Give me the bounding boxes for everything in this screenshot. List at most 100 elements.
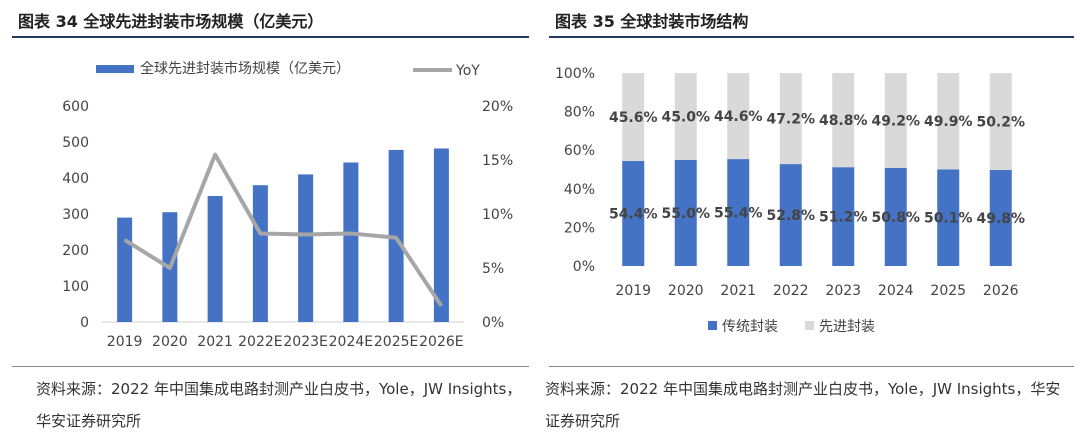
x-tick-label: 2022 (773, 283, 809, 299)
y-left-tick-label: 0 (80, 315, 89, 331)
y-tick-label: 100% (555, 66, 595, 82)
y-tick-label: 40% (564, 182, 595, 198)
x-tick-label: 2020 (152, 334, 188, 350)
legend-line-label: YoY (455, 63, 480, 79)
x-tick-label: 2021 (197, 334, 233, 350)
legend-bar-label: 全球先进封装市场规模（亿美元） (140, 60, 350, 77)
y-right-tick-label: 10% (482, 207, 513, 223)
data-label-advanced: 50.2% (976, 114, 1025, 130)
y-left-tick-label: 100 (62, 279, 89, 295)
bar (298, 174, 314, 322)
y-tick-label: 60% (564, 143, 595, 159)
data-label-traditional: 49.8% (976, 211, 1025, 227)
bar-advanced (832, 73, 855, 168)
market-structure-chart: 0% 20% 40% 60% 80% 100% 54.4% 45.6% 2019 55.0% 45.… (555, 66, 1025, 335)
legend-traditional-swatch (708, 321, 717, 330)
legend-advanced-label: 先进封装 (819, 319, 875, 335)
bar-advanced (622, 73, 645, 162)
right-chart-title: 图表 35 全球封装市场结构 (555, 12, 749, 31)
data-label-traditional: 54.4% (609, 207, 658, 223)
bar-traditional (779, 164, 802, 266)
legend-advanced-swatch (805, 321, 814, 330)
bar-traditional (884, 167, 907, 266)
data-label-advanced: 47.2% (766, 112, 815, 128)
x-tick-label: 2025E (374, 334, 418, 350)
y-tick-label: 0% (573, 259, 595, 275)
y-right-tick-label: 0% (482, 315, 504, 331)
bar (252, 185, 268, 322)
bar (433, 148, 449, 322)
y-left-tick-label: 200 (62, 243, 89, 259)
data-label-advanced: 49.2% (871, 113, 920, 129)
y-left-tick-label: 500 (62, 135, 89, 151)
x-tick-label: 2024E (329, 334, 373, 350)
bar-advanced (779, 73, 802, 165)
yoy-point (169, 267, 171, 269)
market-size-panel: 图表 34 全球先进封装市场规模（亿美元） 全球先进封装市场规模（亿美元） YoY… (0, 0, 535, 439)
left-title-rule (12, 36, 529, 38)
x-tick-label: 2021 (720, 283, 756, 299)
right-source-rule (549, 366, 1074, 367)
left-chart-title: 图表 34 全球先进封装市场规模（亿美元） (18, 12, 324, 31)
x-tick-label: 2019 (107, 334, 143, 350)
bar (207, 196, 223, 322)
x-tick-label: 2019 (615, 283, 651, 299)
data-label-traditional: 52.8% (766, 208, 815, 224)
data-label-traditional: 51.2% (819, 210, 868, 226)
y-left-tick-label: 600 (62, 99, 89, 115)
y-left-tick-label: 400 (62, 171, 89, 187)
yoy-point (395, 237, 397, 239)
x-tick-label: 2026 (983, 283, 1019, 299)
data-label-traditional: 50.1% (924, 211, 973, 227)
bar-traditional (832, 167, 855, 266)
y-tick-label: 20% (564, 220, 595, 236)
right-title-rule (549, 36, 1074, 38)
x-tick-label: 2025 (930, 283, 966, 299)
bar-traditional (727, 159, 750, 266)
data-label-traditional: 55.4% (714, 206, 763, 222)
y-right-tick-label: 20% (482, 99, 513, 115)
x-tick-label: 2020 (668, 283, 704, 299)
market-structure-panel: 图表 35 全球封装市场结构 0% 20% 40% 60% 80% 100% 54.4% 45… (537, 0, 1080, 439)
yoy-point (124, 239, 126, 241)
x-tick-label: 2023 (825, 283, 861, 299)
data-label-traditional: 55.0% (661, 206, 710, 222)
bar-advanced (727, 73, 750, 160)
y-left-tick-label: 300 (62, 207, 89, 223)
legend-traditional-label: 传统封装 (722, 319, 778, 335)
yoy-point (440, 305, 442, 307)
bar-traditional (622, 161, 645, 266)
bar-traditional (989, 169, 1012, 266)
x-tick-label: 2024 (878, 283, 914, 299)
data-label-advanced: 44.6% (714, 109, 763, 125)
data-label-traditional: 50.8% (871, 210, 920, 226)
bar-advanced (937, 73, 960, 170)
market-size-chart: 全球先进封装市场规模（亿美元） YoY 0 100 200 300 400 500 600 0% 5… (62, 60, 513, 350)
left-source-note: 资料来源：2022 年中国集成电路封测产业白皮书，Yole，JW Insight… (36, 380, 522, 430)
left-source-rule (12, 366, 529, 367)
right-source-note: 资料来源：2022 年中国集成电路封测产业白皮书，Yole，JW Insight… (545, 380, 1061, 430)
data-label-advanced: 45.0% (661, 109, 710, 125)
legend-bar-swatch (96, 65, 134, 73)
bar-advanced (989, 73, 1012, 170)
yoy-point (214, 154, 216, 156)
bar-traditional (674, 159, 697, 266)
y-right-tick-label: 15% (482, 153, 513, 169)
bar-advanced (884, 73, 907, 168)
data-label-advanced: 49.9% (924, 114, 973, 130)
x-tick-label: 2026E (419, 334, 463, 350)
yoy-point (350, 232, 352, 234)
data-label-advanced: 48.8% (819, 113, 868, 129)
yoy-point (305, 234, 307, 236)
bar-traditional (937, 169, 960, 266)
y-tick-label: 80% (564, 105, 595, 121)
bar-advanced (674, 73, 697, 160)
data-label-advanced: 45.6% (609, 110, 658, 126)
y-right-tick-label: 5% (482, 261, 504, 277)
x-tick-label: 2022E (238, 334, 282, 350)
bar (343, 162, 359, 322)
bar (117, 217, 133, 322)
x-tick-label: 2023E (283, 334, 327, 350)
yoy-line (123, 152, 444, 307)
yoy-point (259, 232, 261, 234)
